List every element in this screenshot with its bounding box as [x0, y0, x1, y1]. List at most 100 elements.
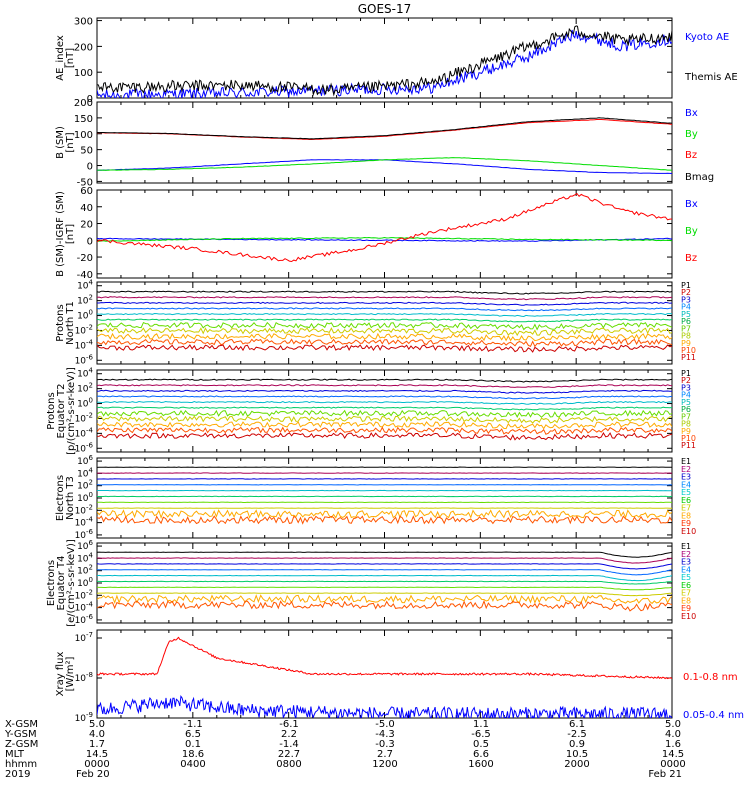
- footer-row-label: MLT: [5, 749, 25, 760]
- footer-row-label: Y-GSM: [4, 729, 37, 740]
- legend-e9: E9: [681, 604, 691, 613]
- panel-frame: [96, 542, 673, 624]
- legend-p7: P7: [681, 412, 691, 421]
- panel-frame: [96, 101, 673, 184]
- legend-series-bz: Bz: [685, 150, 697, 161]
- legend-series-themis-ae: Themis AE: [684, 72, 738, 83]
- footer-cell: 0400: [180, 759, 205, 770]
- channel-p6: [97, 406, 672, 411]
- y-tick-label: 10-6: [75, 528, 94, 541]
- y-tick-label: 10-6: [75, 353, 94, 366]
- legend-p6: P6: [681, 405, 691, 414]
- footer-cell: -6.5: [471, 729, 491, 740]
- y-axis-label: [nT]: [65, 132, 76, 152]
- legend-p9: P9: [681, 339, 691, 348]
- channel-p1: [97, 378, 672, 383]
- legend-p3: P3: [681, 295, 691, 304]
- y-tick-label: 10-4: [75, 516, 94, 529]
- y-axis-label: North T3: [65, 476, 76, 520]
- legend-e6: E6: [681, 581, 691, 590]
- footer-row-label: 2019: [5, 769, 30, 780]
- series-group: [97, 290, 672, 353]
- y-axis-label: Protons: [55, 304, 66, 341]
- y-axis-label: B (SM): [55, 126, 66, 159]
- y-tick-label: 100: [77, 309, 93, 322]
- y-axis-label: [p/(cm²-s-sr-keV)]: [66, 367, 77, 455]
- legend-series-0-05-0-4-nm: 0.05-0.4 nm: [683, 710, 744, 721]
- y-tick-label: 10-8: [75, 671, 93, 684]
- footer-cell: 0000: [84, 759, 109, 770]
- panel-frame: [96, 369, 673, 453]
- channel-p11: [97, 431, 672, 441]
- legend-e4: E4: [681, 565, 691, 574]
- series-0-05-0-4-nm: [97, 694, 672, 718]
- y-tick-label: -20: [77, 253, 93, 264]
- footer-cell: 1.7: [89, 739, 105, 750]
- legend-p11: P11: [681, 353, 696, 362]
- legend-p8: P8: [681, 332, 691, 341]
- legend-e7: E7: [681, 589, 691, 598]
- legend-e2: E2: [681, 465, 691, 474]
- legend-e3: E3: [681, 558, 691, 567]
- y-tick-label: 10-6: [75, 441, 94, 454]
- footer-cell: -1.4: [279, 739, 299, 750]
- legend-series-bmag: Bmag: [685, 172, 714, 183]
- channel-p5: [97, 312, 672, 318]
- channel-p4: [97, 307, 672, 312]
- y-tick-label: 0: [87, 94, 93, 105]
- legend-p2: P2: [681, 376, 691, 385]
- panel-xray: 10-9 10-8 10-7 Xray flux [W/m²]: [55, 629, 673, 724]
- legend-series-kyoto-ae: Kyoto AE: [685, 32, 729, 43]
- y-tick-label: 10-2: [75, 323, 93, 336]
- y-axis-label: [e/(cm²-s-sr-keV)]: [66, 539, 77, 627]
- y-tick-label: 104: [77, 551, 93, 564]
- channel-p9: [97, 332, 672, 342]
- footer-row-label: hhmm: [5, 759, 37, 770]
- channel-e5: [97, 574, 672, 582]
- channel-p1: [97, 290, 672, 295]
- channel-p3: [97, 301, 672, 306]
- footer-cell: 6.5: [185, 729, 201, 740]
- legend-e7: E7: [681, 504, 691, 513]
- legend-series-by: By: [685, 226, 698, 237]
- footer-cell: -2.5: [567, 729, 587, 740]
- y-tick-label: 0: [87, 236, 93, 247]
- y-tick-label: 150: [74, 114, 93, 125]
- y-tick-label: 10-4: [75, 338, 94, 351]
- footer-cell: 1.6: [665, 739, 681, 750]
- legend-p2: P2: [681, 288, 691, 297]
- y-tick-label: 60: [80, 186, 93, 197]
- y-tick-label: 10-4: [75, 426, 94, 439]
- footer-cell: 0800: [276, 759, 301, 770]
- channel-e10: [97, 515, 672, 525]
- channel-e7: [97, 586, 672, 591]
- y-axis-label: Equator T4: [56, 556, 67, 611]
- footer-cell: 5.0: [89, 719, 105, 730]
- series-group: [97, 551, 672, 612]
- legend-e8: E8: [681, 596, 691, 605]
- y-tick-label: 0: [87, 162, 93, 173]
- y-tick-label: 100: [77, 397, 93, 410]
- legend-e2: E2: [681, 550, 691, 559]
- channel-p9: [97, 421, 672, 430]
- legend-p7: P7: [681, 324, 691, 333]
- footer-cell: -1.1: [183, 719, 203, 730]
- y-tick-label: 200: [74, 42, 93, 53]
- footer-cell: 14.5: [662, 749, 684, 760]
- footer-cell: 22.7: [278, 749, 300, 760]
- y-axis-label: [nT]: [65, 48, 76, 68]
- y-axis-label: Electrons: [46, 560, 57, 606]
- y-tick-label: 10-9: [75, 711, 93, 724]
- footer-cell: Feb 20: [76, 769, 110, 780]
- legend-p8: P8: [681, 420, 691, 429]
- legend-p4: P4: [681, 303, 691, 312]
- channel-p4: [97, 395, 672, 400]
- y-axis-label: AE_index: [55, 35, 66, 81]
- channel-e4: [97, 569, 672, 576]
- legend-p5: P5: [681, 398, 691, 407]
- y-tick-label: 104: [77, 367, 93, 380]
- channel-e1: [97, 551, 672, 558]
